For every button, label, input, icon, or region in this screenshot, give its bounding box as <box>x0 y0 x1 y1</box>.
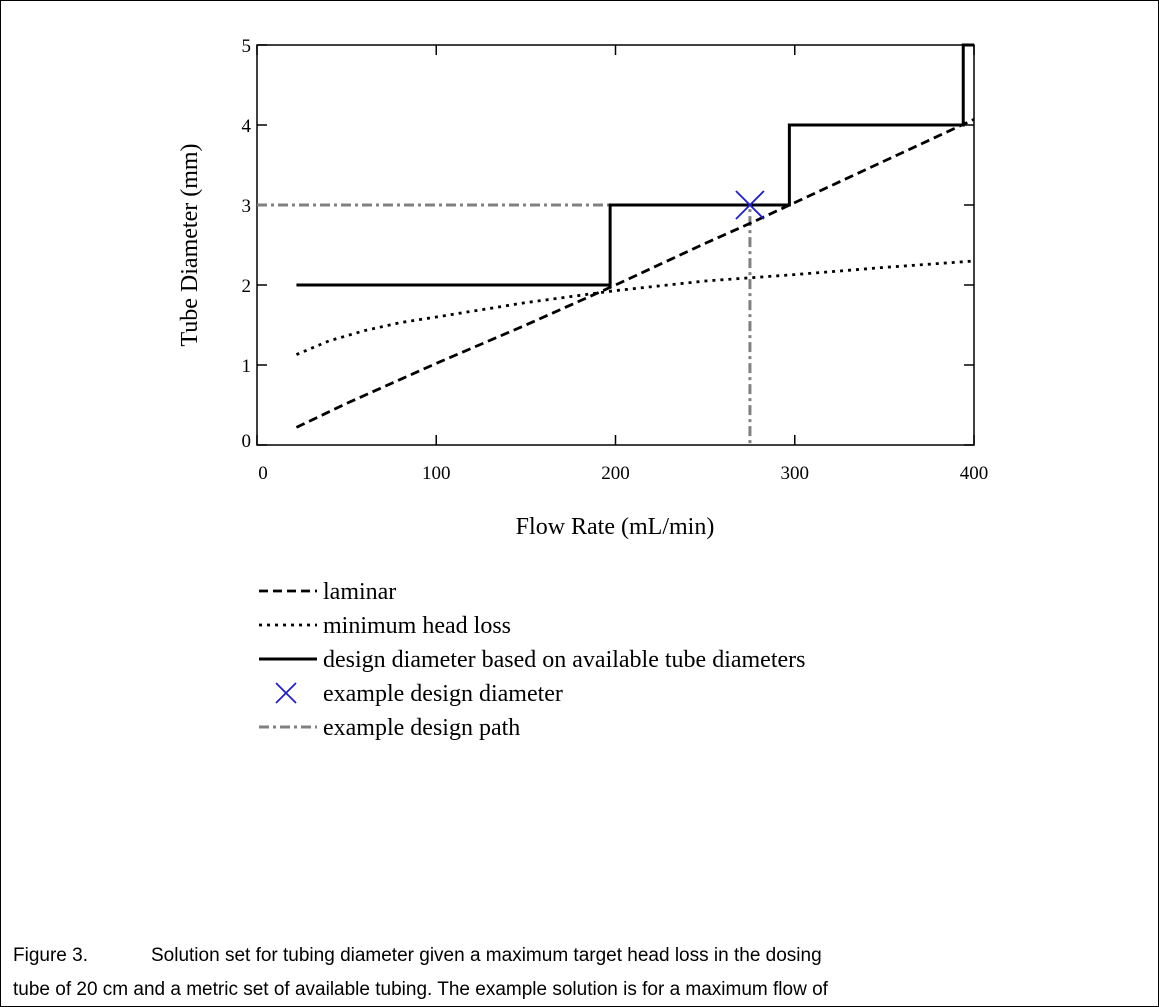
legend-item: design diameter based on available tube … <box>259 647 805 673</box>
legend-label: design diameter based on available tube … <box>323 647 805 673</box>
series-minimum-head-loss <box>295 259 975 356</box>
x-tick-label: 300 <box>781 463 810 484</box>
y-tick-label: 5 <box>242 36 252 57</box>
legend-label: minimum head loss <box>323 613 511 639</box>
axis-ticks: 0 100 200 300 400 0 1 2 3 4 5 <box>242 36 989 484</box>
marker-example-design-diameter <box>735 190 765 220</box>
legend: laminar minimum head loss design diameter … <box>259 579 805 741</box>
caption-line-1: Solution set for tubing diameter given a… <box>151 945 822 966</box>
legend-item: minimum head loss <box>259 613 511 639</box>
x-tick-label: 400 <box>960 463 989 484</box>
series-design-diameter-based-on-available-tube-diameters <box>296 43 974 287</box>
y-tick-label: 2 <box>242 276 252 297</box>
y-axis-label: Tube Diameter (mm) <box>177 143 203 346</box>
series-laminar <box>295 118 975 429</box>
x-tick-label: 200 <box>601 463 630 484</box>
y-tick-label: 3 <box>242 196 252 217</box>
legend-item: laminar <box>259 579 396 605</box>
x-axis-label: Flow Rate (mL/min) <box>516 514 715 540</box>
legend-label: example design diameter <box>323 681 563 707</box>
series-example-design-path <box>257 203 752 445</box>
y-tick-label: 1 <box>242 356 252 377</box>
y-tick-label: 0 <box>242 431 252 452</box>
legend-item: example design diameter <box>275 681 563 707</box>
legend-marker <box>275 682 297 704</box>
x-tick-label: 0 <box>258 463 268 484</box>
chart: 0 100 200 300 400 0 1 2 3 4 5 Flow Rate (mL/min) T… <box>177 36 989 741</box>
series-layer <box>257 43 975 445</box>
legend-label: laminar <box>323 579 396 605</box>
caption-line-2: tube of 20 cm and a metric set of availa… <box>13 979 828 1000</box>
x-tick-label: 100 <box>422 463 451 484</box>
caption-figure-label: Figure 3. <box>13 945 88 966</box>
y-tick-label: 4 <box>242 116 252 137</box>
plot-area <box>256 44 975 446</box>
legend-label: example design path <box>323 715 520 741</box>
legend-item: example design path <box>259 715 520 741</box>
